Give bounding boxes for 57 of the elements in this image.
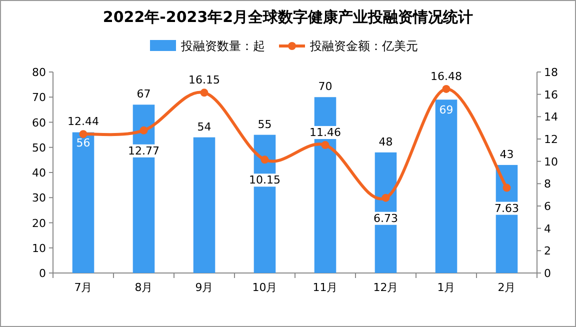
point (321, 141, 330, 150)
y-tick-label: 50 (32, 141, 46, 154)
y-tick-label: 70 (32, 91, 46, 104)
data-label: 70 (318, 80, 332, 94)
data-label: 43 (500, 148, 514, 161)
x-tick-label: 11月 (312, 281, 338, 294)
y2-tick-label: 4 (544, 222, 551, 236)
chart-title: 2022年-2023年2月全球数字健康产业投融资情况统计 (102, 8, 474, 26)
bar (193, 137, 216, 273)
y2-tick-label: 10 (544, 155, 558, 168)
y-tick-label: 80 (32, 66, 46, 79)
x-tick-label: 1月 (437, 281, 456, 294)
y-tick-label: 10 (32, 242, 46, 255)
data-label: 67 (136, 88, 151, 101)
point (79, 130, 88, 138)
y2-tick-label: 12 (544, 133, 558, 146)
y-tick-label: 0 (39, 267, 46, 280)
data-label: 10.15 (249, 174, 280, 187)
x-tick-label: 2月 (498, 281, 516, 294)
bar (435, 100, 458, 273)
legend-label: 投融资金额：亿美元 (309, 39, 418, 53)
y2-tick-label: 2 (544, 244, 551, 258)
point (200, 88, 208, 97)
y-tick-label: 60 (32, 116, 46, 130)
y2-tick-label: 0 (544, 267, 551, 280)
y-tick-label: 20 (32, 216, 46, 230)
data-label: 12.77 (128, 144, 160, 158)
point (502, 184, 511, 192)
x-tick-label: 7月 (74, 281, 92, 294)
data-label: 48 (378, 135, 393, 148)
x-tick-label: 9月 (195, 281, 214, 294)
x-tick-label: 12月 (373, 281, 398, 294)
y2-tick-label: 6 (544, 200, 551, 213)
data-label: 56 (76, 136, 90, 150)
data-label: 16.48 (430, 70, 462, 83)
data-label: 16.15 (188, 74, 220, 87)
data-label: 69 (439, 104, 454, 117)
point (260, 156, 269, 164)
data-label: 54 (197, 120, 212, 134)
data-label: 6.73 (374, 212, 398, 225)
point (442, 84, 450, 93)
legend-label: 投融资数量：起 (180, 39, 265, 53)
point (140, 126, 148, 134)
x-tick-label: 8月 (134, 281, 153, 294)
y-tick-label: 40 (32, 166, 46, 180)
data-label: 55 (258, 118, 272, 131)
y2-tick-label: 16 (544, 88, 558, 102)
y2-tick-label: 8 (544, 178, 551, 191)
data-label: 11.46 (310, 126, 341, 140)
point (382, 194, 390, 202)
y-tick-label: 30 (32, 192, 46, 205)
y2-tick-label: 18 (544, 66, 558, 79)
data-label: 12.44 (68, 115, 99, 128)
data-label: 7.63 (494, 202, 519, 215)
x-tick-label: 10月 (252, 281, 278, 294)
y2-tick-label: 14 (544, 110, 558, 124)
bar (72, 132, 94, 273)
